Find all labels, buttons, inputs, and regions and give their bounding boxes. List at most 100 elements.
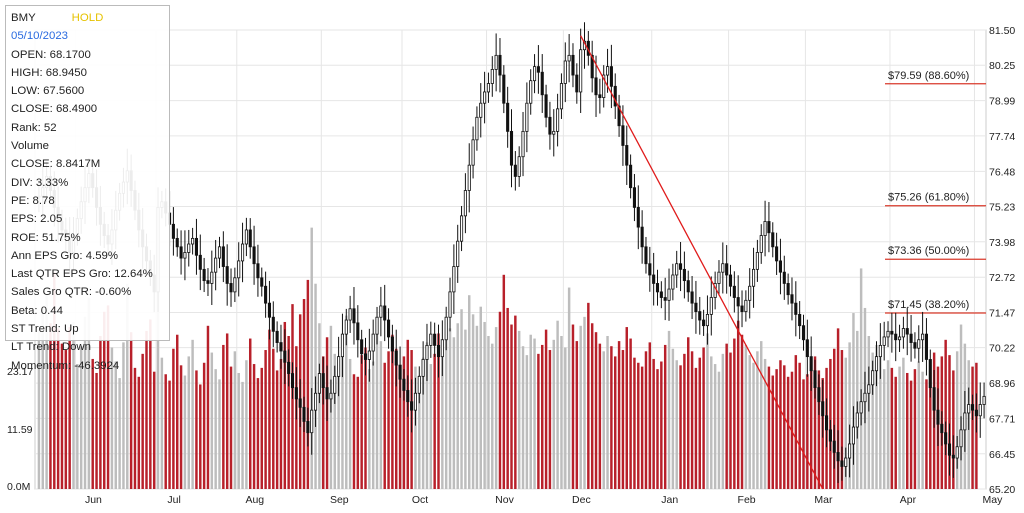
volume-bar bbox=[348, 358, 352, 489]
volume-bar bbox=[921, 371, 924, 489]
volume-bar bbox=[817, 370, 821, 489]
volume-bar bbox=[268, 329, 271, 489]
volume-bar bbox=[41, 309, 44, 489]
volume-bar bbox=[356, 376, 360, 489]
volume-bar bbox=[590, 323, 594, 489]
price-candle-body bbox=[371, 333, 375, 352]
volume-bar bbox=[971, 366, 974, 489]
volume-bar bbox=[391, 334, 394, 489]
volume-bar bbox=[56, 328, 60, 489]
volume-bar bbox=[517, 330, 521, 489]
volume-bar bbox=[225, 333, 229, 489]
volume-bar bbox=[264, 350, 267, 489]
price-candle-body bbox=[290, 373, 295, 389]
volume-bar bbox=[272, 348, 275, 489]
volume-bar bbox=[37, 329, 41, 489]
price-candle-body bbox=[556, 108, 560, 132]
price-candle-body bbox=[467, 164, 471, 191]
volume-bar bbox=[260, 367, 263, 489]
price-candle-body bbox=[363, 353, 368, 360]
volume-bar bbox=[844, 357, 847, 489]
info-dividend: DIV: 3.33% bbox=[11, 176, 69, 189]
volume-bar bbox=[429, 364, 433, 489]
volume-bar bbox=[306, 279, 310, 489]
volume-bar bbox=[99, 336, 102, 489]
volume-bar bbox=[72, 321, 75, 489]
price-candle-body bbox=[963, 412, 967, 431]
volume-bar bbox=[114, 361, 117, 489]
volume-bar bbox=[364, 347, 367, 489]
volume-bar bbox=[606, 336, 609, 489]
volume-bar bbox=[886, 360, 890, 489]
price-candle-body bbox=[978, 404, 982, 417]
price-candle-body bbox=[183, 252, 187, 259]
volume-bar bbox=[464, 329, 467, 489]
volume-bar bbox=[667, 330, 671, 489]
volume-bar bbox=[49, 323, 52, 489]
price-candle-body bbox=[529, 80, 533, 104]
volume-bar bbox=[955, 351, 959, 489]
volume-bar bbox=[913, 369, 917, 489]
volume-bar bbox=[637, 362, 640, 489]
price-candle-body bbox=[217, 246, 222, 259]
price-candle-body bbox=[748, 285, 752, 301]
price-candle-body bbox=[429, 333, 433, 346]
volume-bar bbox=[594, 332, 598, 489]
price-candle-body bbox=[540, 71, 544, 96]
price-candle-body bbox=[475, 116, 479, 141]
volume-bar bbox=[663, 344, 667, 489]
volume-bar bbox=[763, 358, 767, 489]
price-candle-body bbox=[828, 429, 832, 442]
volume-bar bbox=[168, 380, 171, 489]
month-tick-label: Feb bbox=[738, 494, 756, 506]
price-candle-body bbox=[271, 316, 275, 332]
info-sales-growth: Sales Gro QTR: -0.60% bbox=[11, 286, 132, 299]
volume-bar bbox=[322, 356, 325, 489]
price-candle-body bbox=[928, 359, 932, 389]
volume-bar bbox=[587, 302, 590, 489]
price-candle-body bbox=[333, 375, 337, 394]
price-candle-body bbox=[898, 336, 902, 341]
volume-bar bbox=[129, 332, 133, 489]
volume-bar bbox=[514, 315, 517, 489]
volume-bar bbox=[525, 355, 529, 489]
price-candle-body bbox=[782, 271, 786, 284]
price-tick-label: 73.98 bbox=[989, 237, 1015, 249]
volume-bar bbox=[83, 316, 87, 489]
price-candle-body bbox=[602, 74, 606, 98]
price-tick-label: 66.45 bbox=[989, 449, 1015, 461]
volume-bar bbox=[202, 362, 206, 489]
price-candle-body bbox=[732, 285, 736, 298]
price-candle-body bbox=[652, 274, 656, 284]
volume-bar bbox=[145, 330, 148, 489]
volume-bar bbox=[241, 381, 244, 489]
price-candle-body bbox=[959, 429, 963, 448]
price-candle-body bbox=[559, 83, 564, 110]
volume-bar bbox=[91, 358, 94, 489]
volume-tick-label: 23.17 bbox=[7, 366, 33, 378]
price-candle-body bbox=[613, 85, 617, 107]
price-candle-body bbox=[832, 440, 836, 453]
volume-bar bbox=[360, 355, 363, 489]
volume-bar bbox=[468, 295, 471, 489]
price-candle-body bbox=[175, 237, 179, 248]
volume-bar bbox=[809, 364, 813, 489]
price-candle-body bbox=[886, 330, 890, 338]
price-candle-body bbox=[248, 229, 252, 248]
volume-bar bbox=[894, 376, 897, 489]
price-candle-body bbox=[463, 190, 467, 217]
volume-bar bbox=[283, 321, 287, 489]
volume-bar bbox=[748, 355, 751, 489]
volume-bar bbox=[710, 356, 713, 489]
price-candle-body bbox=[310, 409, 314, 434]
price-candle-body bbox=[813, 370, 817, 389]
price-candle-body bbox=[763, 221, 767, 236]
price-candle-body bbox=[755, 252, 759, 270]
price-candle-body bbox=[594, 77, 598, 96]
price-candle-body bbox=[321, 373, 325, 389]
volume-bar bbox=[544, 329, 548, 489]
month-tick-label: May bbox=[983, 494, 1004, 506]
price-candle-body bbox=[413, 392, 418, 411]
volume-bar bbox=[141, 353, 144, 489]
